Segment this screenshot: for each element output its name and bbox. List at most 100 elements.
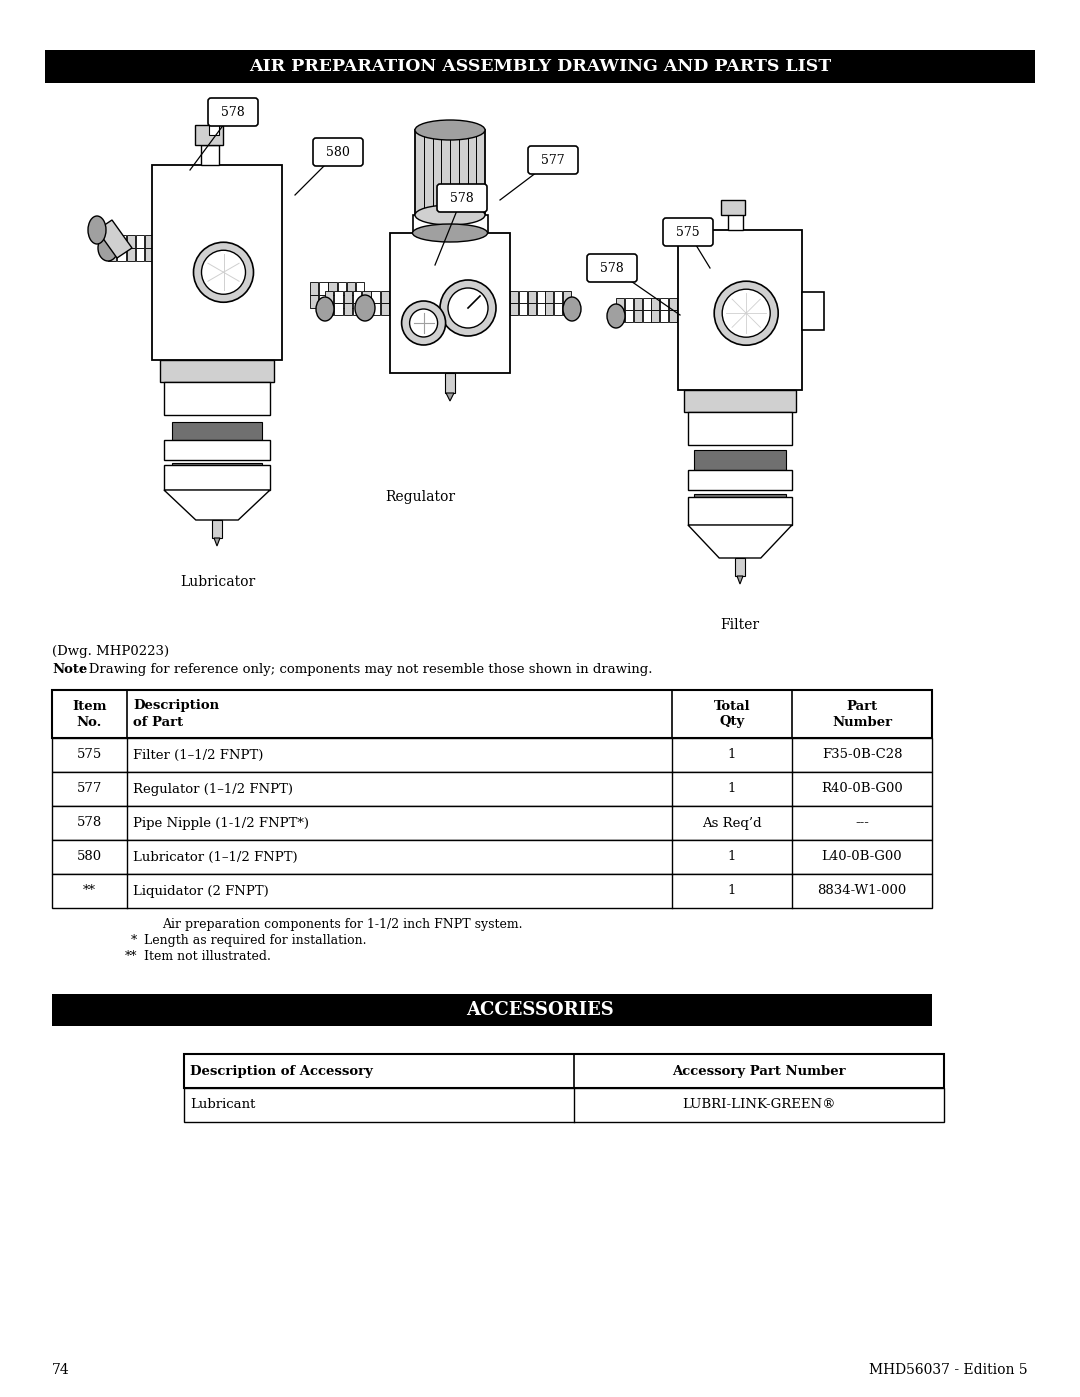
Ellipse shape	[607, 305, 625, 328]
Text: 580: 580	[326, 145, 350, 158]
Bar	[721, 200, 745, 215]
Bar	[325, 303, 334, 314]
Bar	[126, 249, 135, 261]
Polygon shape	[214, 538, 220, 546]
Bar	[670, 298, 677, 310]
Text: Item
No.: Item No.	[72, 700, 107, 728]
Text: Description
of Part: Description of Part	[133, 700, 219, 728]
Bar	[320, 282, 327, 295]
Text: **: **	[124, 950, 137, 963]
Text: Accessory Part Number: Accessory Part Number	[672, 1065, 846, 1077]
Text: Lubricator: Lubricator	[180, 576, 256, 590]
Bar	[545, 303, 553, 314]
Text: Description of Accessory: Description of Accessory	[190, 1065, 373, 1077]
Bar	[688, 412, 792, 446]
Text: Liquidator (2 FNPT): Liquidator (2 FNPT)	[133, 884, 269, 897]
Bar	[328, 295, 337, 307]
Bar	[643, 310, 650, 321]
Text: As Req’d: As Req’d	[702, 816, 761, 830]
Text: **: **	[83, 884, 96, 897]
FancyBboxPatch shape	[437, 184, 487, 212]
Bar	[634, 310, 642, 321]
FancyBboxPatch shape	[663, 218, 713, 246]
Text: LUBRI-LINK-GREEN®: LUBRI-LINK-GREEN®	[683, 1098, 836, 1112]
Text: Regulator (1–1/2 FNPT): Regulator (1–1/2 FNPT)	[133, 782, 293, 795]
Bar	[45, 50, 1035, 82]
Bar	[415, 130, 485, 215]
Text: Item not illustrated.: Item not illustrated.	[144, 950, 271, 963]
Bar	[510, 303, 518, 314]
Bar	[528, 291, 536, 303]
Text: Lubricator (1–1/2 FNPT): Lubricator (1–1/2 FNPT)	[133, 851, 298, 863]
Text: 578: 578	[450, 191, 474, 204]
Text: L40-0B-G00: L40-0B-G00	[822, 851, 902, 863]
Bar	[563, 303, 571, 314]
Text: *: *	[131, 935, 137, 947]
Text: 1: 1	[728, 884, 737, 897]
Bar	[136, 249, 144, 261]
Bar	[735, 557, 745, 576]
Bar	[651, 298, 660, 310]
Bar	[335, 291, 342, 303]
Ellipse shape	[714, 281, 779, 345]
Ellipse shape	[402, 300, 446, 345]
Polygon shape	[688, 525, 792, 557]
Bar	[362, 291, 370, 303]
Bar	[372, 303, 380, 314]
Bar	[320, 295, 327, 307]
Text: 74: 74	[52, 1363, 70, 1377]
Bar	[160, 360, 274, 381]
Bar	[660, 310, 669, 321]
Polygon shape	[164, 490, 270, 520]
Bar	[118, 235, 125, 249]
Text: Total
Qty: Total Qty	[714, 700, 751, 728]
Bar	[537, 291, 544, 303]
Bar	[616, 298, 624, 310]
Bar	[136, 235, 144, 249]
Bar	[688, 497, 792, 525]
Text: Pipe Nipple (1-1/2 FNPT*): Pipe Nipple (1-1/2 FNPT*)	[133, 816, 309, 830]
Ellipse shape	[448, 288, 488, 328]
Bar	[108, 249, 117, 261]
Text: ACCESSORIES: ACCESSORIES	[467, 1002, 613, 1018]
Bar	[164, 381, 270, 415]
Bar	[52, 773, 932, 806]
Bar	[694, 450, 786, 469]
Text: 8834-W1-000: 8834-W1-000	[818, 884, 906, 897]
Bar	[670, 310, 677, 321]
Text: 575: 575	[77, 749, 103, 761]
Bar	[310, 282, 319, 295]
Bar	[355, 282, 364, 295]
Text: 575: 575	[676, 225, 700, 239]
Text: Note: Note	[52, 664, 87, 676]
Bar	[335, 303, 342, 314]
Bar	[52, 840, 932, 875]
Text: Air preparation components for 1-1/2 inch FNPT system.: Air preparation components for 1-1/2 inc…	[162, 918, 523, 930]
Bar	[678, 231, 802, 390]
Bar	[413, 215, 487, 233]
Bar	[347, 282, 355, 295]
Bar	[343, 303, 352, 314]
Bar	[184, 1088, 944, 1122]
Bar	[126, 235, 135, 249]
Text: MHD56037 - Edition 5: MHD56037 - Edition 5	[869, 1363, 1028, 1377]
Bar	[145, 249, 153, 261]
Bar	[201, 145, 219, 165]
Bar	[445, 373, 455, 393]
Bar	[118, 249, 125, 261]
FancyBboxPatch shape	[588, 254, 637, 282]
Bar	[537, 303, 544, 314]
Bar	[347, 295, 355, 307]
Bar	[563, 291, 571, 303]
Bar	[108, 235, 117, 249]
Bar	[172, 462, 262, 475]
Bar	[212, 520, 222, 538]
Bar	[510, 291, 518, 303]
Bar	[728, 212, 743, 231]
Bar	[145, 235, 153, 249]
Bar	[52, 806, 932, 840]
Bar	[152, 165, 282, 360]
Text: Lubricant: Lubricant	[190, 1098, 255, 1112]
Text: 578: 578	[600, 261, 624, 274]
Ellipse shape	[409, 309, 437, 337]
